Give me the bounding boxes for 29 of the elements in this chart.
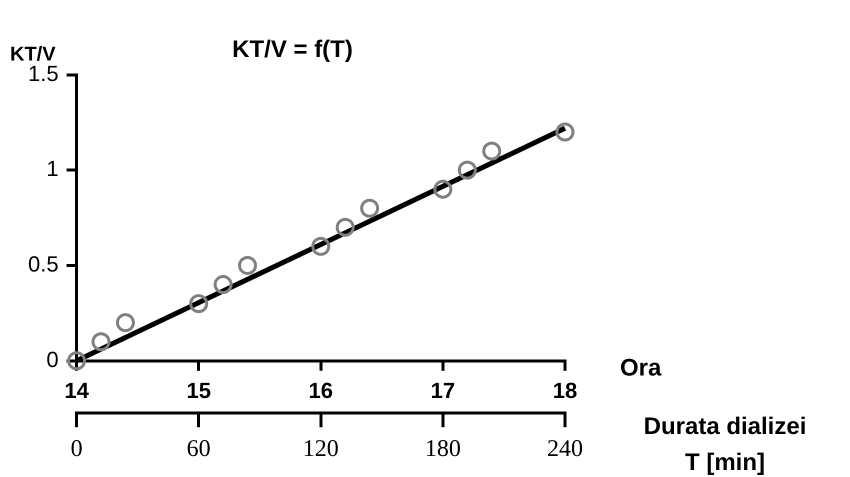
point <box>311 236 330 256</box>
x-tick-label: 15 <box>186 378 211 404</box>
x2-tick-label: 120 <box>302 436 339 462</box>
point <box>214 275 233 294</box>
point <box>116 313 135 332</box>
x2-axis-title: Durata dializei T [min] <box>644 412 806 476</box>
point <box>556 122 574 142</box>
x2-tick-label: 0 <box>70 436 83 462</box>
point <box>360 198 380 218</box>
y-tick-label: 0.5 <box>28 252 59 277</box>
x-tick-label: 14 <box>64 378 90 404</box>
x2-tick-label: 240 <box>547 436 583 462</box>
x-axis-title: Ora <box>620 354 662 382</box>
x2-tick-label: 60 <box>186 436 211 462</box>
point <box>336 218 355 237</box>
point <box>482 142 502 161</box>
point <box>238 256 258 275</box>
y-tick-label: 1 <box>46 156 59 182</box>
point <box>458 160 477 180</box>
chart-title: KT/V = f(T) <box>232 36 353 64</box>
point <box>433 180 452 199</box>
x-tick-label: 18 <box>552 378 578 404</box>
point <box>189 294 208 314</box>
x-tick-label: 17 <box>430 378 456 404</box>
x-tick-label: 16 <box>308 378 334 404</box>
y-tick-label: 0 <box>46 346 59 372</box>
x2-tick-label: 180 <box>424 436 461 462</box>
point <box>67 351 86 370</box>
point <box>92 332 111 352</box>
